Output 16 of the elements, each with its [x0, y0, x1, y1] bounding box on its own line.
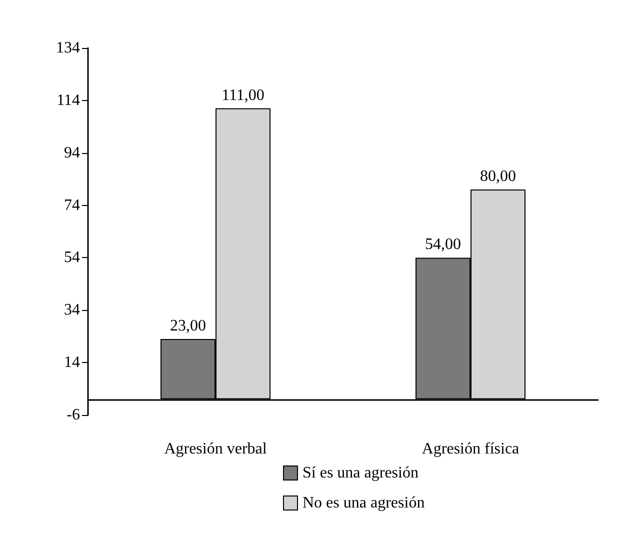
y-tick-label: 134 — [56, 40, 80, 56]
legend-label: Sí es una agresión — [302, 464, 418, 482]
data-label: 80,00 — [480, 168, 516, 186]
y-tick-label: 34 — [64, 302, 80, 319]
data-label: 111,00 — [222, 86, 264, 104]
legend-label: No es una agresión — [302, 494, 425, 512]
data-label: 23,00 — [170, 317, 206, 334]
y-tick-label: 114 — [56, 92, 80, 109]
x-tick-label: Agresión verbal — [164, 440, 268, 458]
y-tick-label: 14 — [64, 354, 80, 372]
y-tick-label: 94 — [64, 144, 80, 162]
data-label: 54,00 — [425, 236, 461, 254]
y-tick-label: 54 — [64, 249, 80, 266]
y-tick-label: 74 — [64, 196, 80, 214]
x-tick-label: Agresión física — [422, 440, 520, 458]
y-tick-label: -6 — [66, 406, 80, 424]
